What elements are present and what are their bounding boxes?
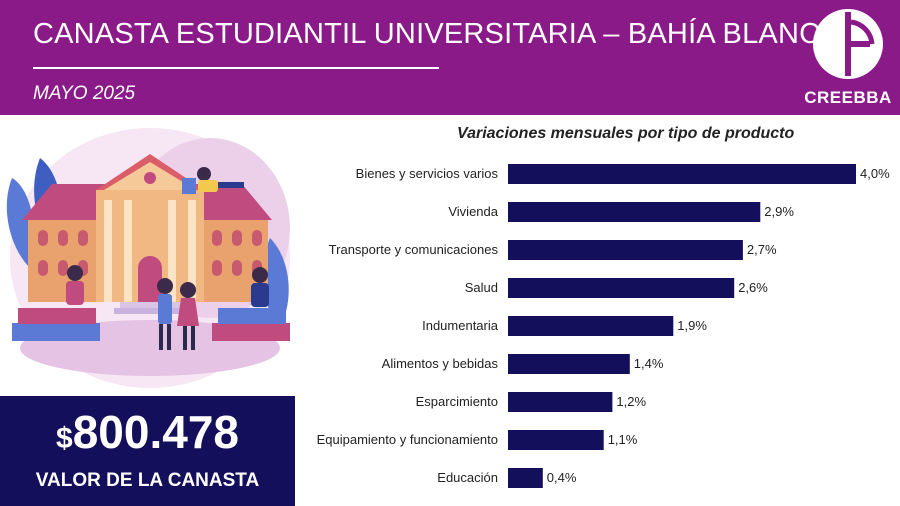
canasta-value-box	[0, 396, 295, 506]
value-label: 2,7%	[747, 242, 777, 257]
category-label: Bienes y servicios varios	[356, 166, 499, 181]
creebba-logo-icon	[813, 9, 883, 79]
canasta-amount: 800.478	[72, 406, 239, 458]
category-label: Equipamiento y funcionamiento	[317, 432, 498, 447]
period-subtitle: MAYO 2025	[33, 83, 136, 104]
bar	[508, 240, 743, 260]
bar	[508, 202, 761, 222]
currency-symbol: $	[56, 422, 73, 455]
category-label: Educación	[437, 470, 498, 485]
monthly-variation-bar-chart: Bienes y servicios varios 4,0% Vivienda 2,9…	[317, 164, 890, 488]
value-label: 4,0%	[860, 166, 890, 181]
value-label: 1,1%	[608, 432, 638, 447]
value-label: 1,9%	[677, 318, 707, 333]
category-label: Salud	[465, 280, 498, 295]
bar	[508, 430, 604, 450]
category-label: Alimentos y bebidas	[382, 356, 499, 371]
bar	[508, 468, 543, 488]
header-banner: CANASTA ESTUDIANTIL UNIVERSITARIA – BAHÍ…	[0, 0, 900, 115]
value-label: 1,4%	[634, 356, 664, 371]
value-label: 2,6%	[738, 280, 768, 295]
value-label: 1,2%	[616, 394, 646, 409]
category-label: Esparcimiento	[416, 394, 498, 409]
university-illustration	[6, 128, 290, 388]
category-label: Transporte y comunicaciones	[329, 242, 499, 257]
bar	[508, 278, 735, 298]
canasta-value-label: VALOR DE LA CANASTA	[35, 470, 260, 491]
bar	[508, 392, 613, 412]
chart-title: Variaciones mensuales por tipo de produc…	[457, 125, 795, 142]
page-title: CANASTA ESTUDIANTIL UNIVERSITARIA – BAHÍ…	[33, 18, 840, 50]
category-label: Indumentaria	[422, 318, 499, 333]
title-underline	[33, 67, 439, 69]
value-label: 0,4%	[547, 470, 577, 485]
bar	[508, 354, 630, 374]
category-label: Vivienda	[448, 204, 498, 219]
value-label: 2,9%	[764, 204, 794, 219]
bar	[508, 164, 856, 184]
canasta-total-value: $800.478	[0, 405, 295, 459]
bar	[508, 316, 674, 336]
logo-wordmark: CREEBBA	[804, 88, 892, 107]
